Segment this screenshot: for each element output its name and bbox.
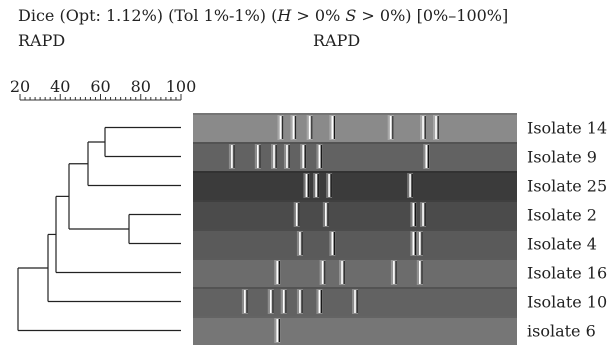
gel-lane-edge xyxy=(193,113,517,115)
gel-lane xyxy=(193,113,517,142)
gel-lane-edge xyxy=(193,171,517,173)
gel-lane-background xyxy=(193,229,517,258)
gel-lane-background xyxy=(193,142,517,171)
similarity-scale: 20 40 60 80 100 xyxy=(10,77,197,101)
isolate-label: Isolate 2 xyxy=(527,206,597,225)
gel-lane xyxy=(193,229,517,258)
header-part-h: H xyxy=(277,6,292,25)
dendrogram xyxy=(17,126,181,332)
gel-label: RAPD xyxy=(313,31,361,50)
scale-tick-label: 60 xyxy=(90,77,110,96)
gel-lane-edge xyxy=(193,200,517,202)
scale-tick-label: 80 xyxy=(131,77,151,96)
isolate-label: Isolate 10 xyxy=(527,293,607,312)
scale-tick-label: 20 xyxy=(10,77,30,96)
gel-lane-edge xyxy=(193,229,517,231)
gel-lane-background xyxy=(193,316,517,345)
gel-lane xyxy=(193,171,517,200)
isolate-label: Isolate 14 xyxy=(527,119,607,138)
gel-lane-background xyxy=(193,113,517,142)
gel-lane xyxy=(193,142,517,171)
isolate-label: isolate 6 xyxy=(527,322,596,341)
gel-lane-edge xyxy=(193,258,517,260)
gel-lane-background xyxy=(193,258,517,287)
gel-lane-edge xyxy=(193,142,517,144)
scale-tick-label: 40 xyxy=(50,77,70,96)
isolate-label: Isolate 9 xyxy=(527,148,597,167)
gel-lane-background xyxy=(193,200,517,229)
header-part-2: > 0% xyxy=(291,6,346,25)
header-line-1: Dice (Opt: 1.12%) (Tol 1%-1%) (H > 0% S … xyxy=(18,6,508,25)
gel-lane xyxy=(193,200,517,229)
dendrogram-label: RAPD xyxy=(18,31,66,50)
isolate-labels: Isolate 14 Isolate 9 Isolate 25 Isolate 2 Is… xyxy=(527,119,607,341)
gel-lane xyxy=(193,287,517,316)
header-part-0: Dice (Opt: 1.12%) (Tol 1%-1%) ( xyxy=(18,6,278,25)
isolate-label: Isolate 16 xyxy=(527,264,607,283)
gel-lane-edge xyxy=(193,316,517,318)
isolate-label: Isolate 4 xyxy=(527,235,597,254)
gel-lane xyxy=(193,258,517,287)
header-part-4: > 0%) [0%–100%] xyxy=(356,6,509,25)
rapd-gel xyxy=(193,113,517,345)
gel-lane-edge xyxy=(193,287,517,289)
isolate-label: Isolate 25 xyxy=(527,177,607,196)
header-part-s: S xyxy=(345,6,357,25)
gel-lane xyxy=(193,316,517,345)
scale-tick-label: 100 xyxy=(166,77,197,96)
gel-lane-background xyxy=(193,171,517,200)
